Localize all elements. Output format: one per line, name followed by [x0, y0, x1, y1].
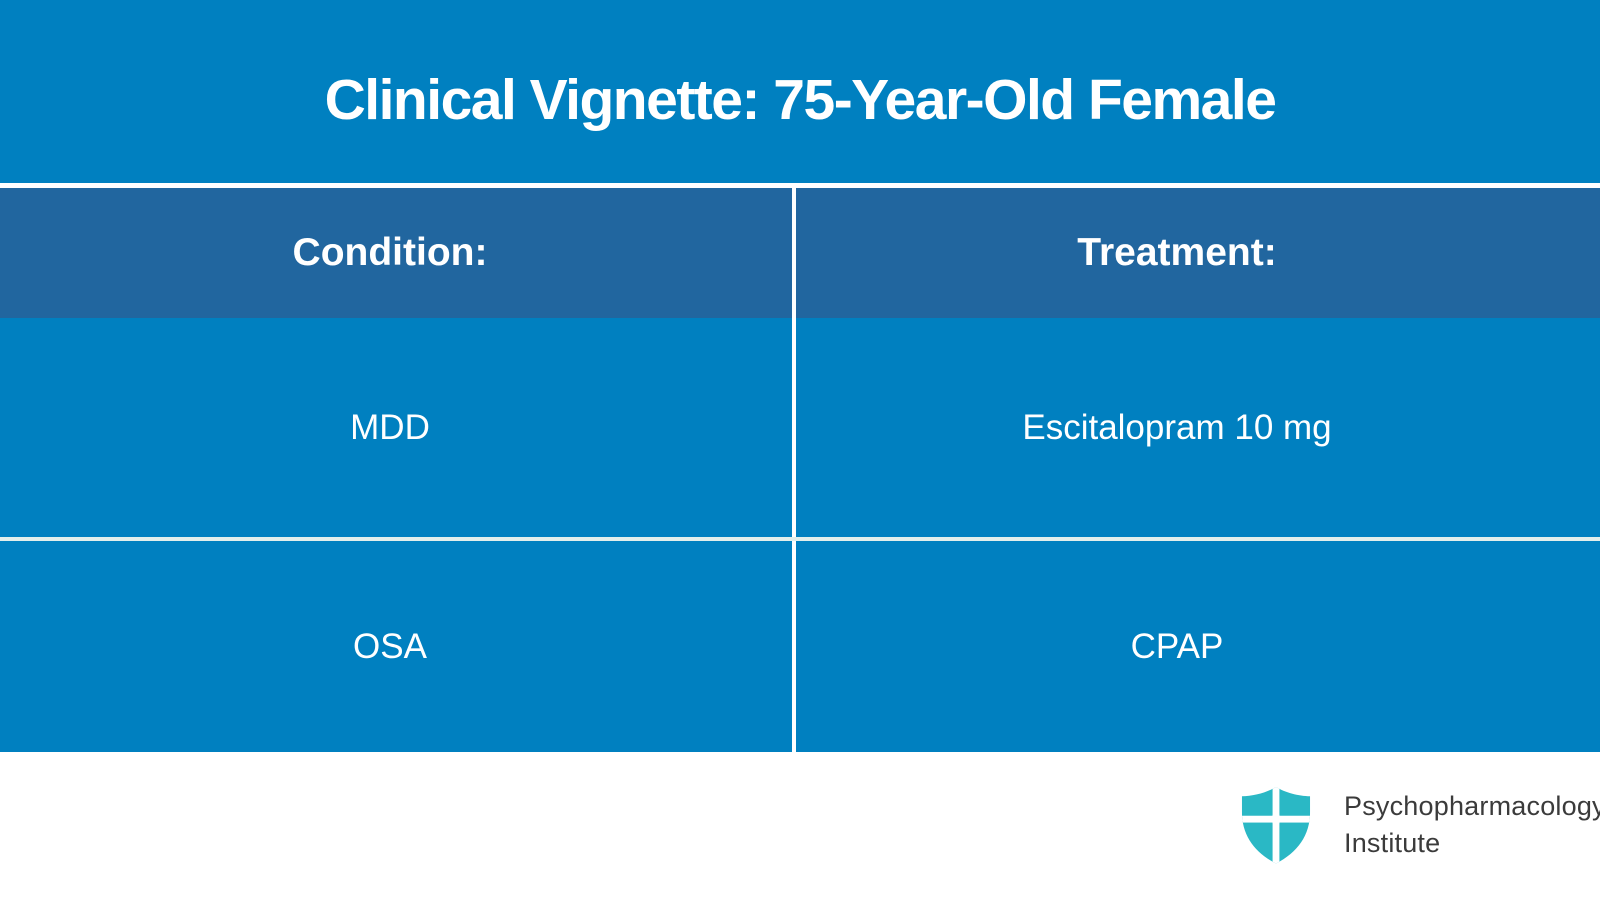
column-header-condition-label: Condition: [292, 231, 488, 274]
column-header-condition: Condition: [0, 188, 792, 318]
table-row: MDD Escitalopram 10 mg [0, 318, 1600, 537]
shield-cross-icon [1237, 784, 1315, 866]
table-row: OSA CPAP [0, 541, 1600, 752]
title-band: Clinical Vignette: 75-Year-Old Female [0, 0, 1600, 183]
treatment-cell: Escitalopram 10 mg [796, 318, 1600, 537]
institute-logo: Psychopharmacology Institute [1237, 784, 1600, 866]
condition-cell: MDD [0, 318, 792, 537]
treatment-value: Escitalopram 10 mg [1022, 407, 1332, 447]
column-header-treatment: Treatment: [796, 188, 1600, 318]
condition-value: OSA [353, 626, 427, 666]
condition-value: MDD [350, 407, 430, 447]
treatment-value: CPAP [1130, 626, 1224, 666]
page-title: Clinical Vignette: 75-Year-Old Female [324, 67, 1277, 132]
condition-cell: OSA [0, 541, 792, 752]
institute-wordmark: Psychopharmacology Institute [1344, 788, 1600, 862]
column-header-treatment-label: Treatment: [1077, 231, 1277, 274]
row-divider [0, 537, 1600, 541]
institute-wordmark-line2: Institute [1344, 828, 1441, 858]
table-header-row: Condition: Treatment: [0, 188, 1600, 318]
treatment-cell: CPAP [796, 541, 1600, 752]
institute-wordmark-line1: Psychopharmacology [1344, 791, 1600, 821]
